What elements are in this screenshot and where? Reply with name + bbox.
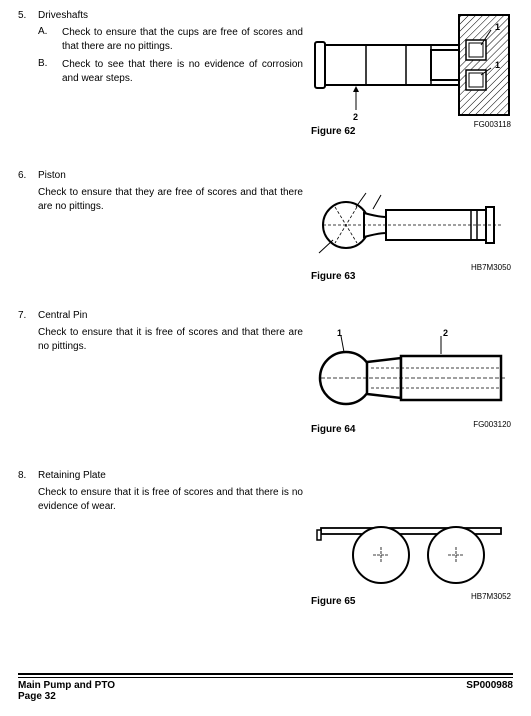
section-title: Piston (38, 170, 66, 181)
figure-code: HB7M3050 (471, 263, 511, 272)
figure-63: HB7M3050 Figure 63 (311, 185, 511, 282)
page: 5. Driveshafts A. Check to ensure that t… (0, 0, 531, 716)
section-number: 7. (18, 310, 26, 321)
sub-letter: A. (38, 26, 47, 37)
footer-title: Main Pump and PTO (18, 680, 115, 691)
callout-1: 1 (337, 328, 342, 338)
section-title: Retaining Plate (38, 470, 106, 481)
section-body: Check to ensure that it is free of score… (38, 326, 303, 353)
figure-code: HB7M3052 (471, 592, 511, 601)
callout-1: 1 (495, 22, 500, 32)
sub-text: Check to ensure that the cups are free o… (62, 26, 303, 53)
central-pin-diagram: 1 2 (311, 328, 511, 418)
figure-62: 1 1 2 FG003118 Figure 62 (311, 10, 511, 137)
section-body: Check to ensure that it is free of score… (38, 486, 303, 513)
sub-item-b: B. Check to see that there is no evidenc… (38, 58, 303, 85)
figure-65: HB7M3052 Figure 65 (311, 510, 511, 607)
page-footer: Main Pump and PTO SP000988 Page 32 (18, 673, 513, 702)
driveshaft-diagram: 1 1 2 (311, 10, 511, 120)
sub-item-a: A. Check to ensure that the cups are fre… (38, 26, 303, 53)
section-number: 6. (18, 170, 26, 181)
callout-1b: 1 (495, 60, 500, 70)
callout-2: 2 (443, 328, 448, 338)
figure-code: FG003120 (473, 420, 511, 429)
figure-caption: Figure 63 (311, 271, 511, 282)
figure-64: 1 2 FG003120 Figure 64 (311, 328, 511, 435)
section-title: Driveshafts (38, 10, 88, 21)
footer-rule (18, 673, 513, 678)
footer-docid: SP000988 (466, 680, 513, 691)
section-title: Central Pin (38, 310, 87, 321)
section-number: 5. (18, 10, 26, 21)
figure-code: FG003118 (474, 120, 511, 129)
footer-page: Page 32 (18, 691, 513, 702)
callout-2: 2 (353, 112, 358, 120)
sub-text: Check to see that there is no evidence o… (62, 58, 303, 85)
section-number: 8. (18, 470, 26, 481)
sub-letter: B. (38, 58, 47, 69)
retaining-plate-diagram (311, 510, 511, 590)
piston-diagram (311, 185, 511, 265)
section-body: Check to ensure that they are free of sc… (38, 186, 303, 213)
